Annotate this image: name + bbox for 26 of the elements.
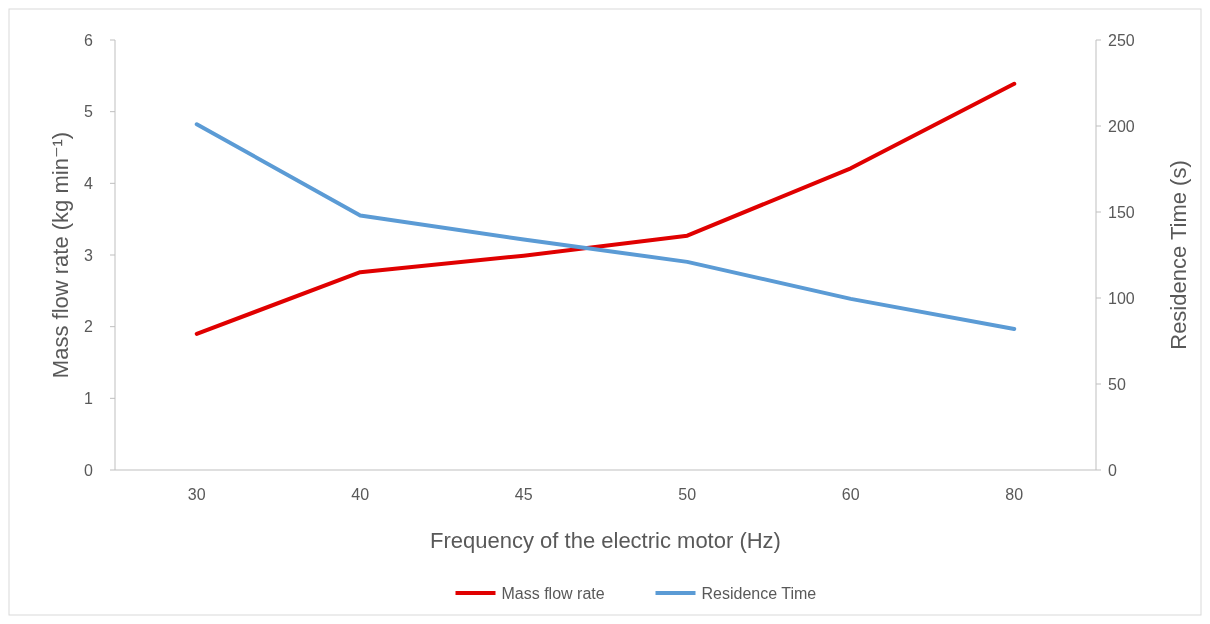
y-axis-title: Mass flow rate (kg min⁻¹) [48, 131, 73, 379]
x-tick-label: 40 [351, 486, 370, 503]
y-tick-label: 5 [84, 103, 94, 121]
x-tick-label: 50 [678, 486, 697, 503]
line-series [194, 122, 1017, 331]
y-tick-label: 3 [84, 246, 94, 264]
y2-tick-label: 0 [1108, 461, 1117, 479]
y2-tick-label: 50 [1108, 375, 1126, 393]
y-tick-label: 6 [84, 31, 94, 49]
line-series [194, 81, 1017, 336]
y2-axis-title: Residence Time (s) [1166, 160, 1191, 350]
y-tick-label: 2 [84, 318, 94, 336]
x-tick-label: 45 [514, 486, 533, 503]
x-tick-label: 30 [187, 486, 206, 503]
y2-tick-label: 100 [1108, 289, 1135, 307]
x-axis-title: Frequency of the electric motor (Hz) [430, 528, 781, 553]
y-tick-label: 4 [84, 174, 94, 192]
x-tick-label: 80 [1005, 486, 1024, 503]
legend-label: Residence Time [701, 584, 817, 602]
y-tick-label: 0 [84, 461, 94, 479]
y2-tick-label: 200 [1108, 117, 1135, 135]
y2-tick-label: 150 [1108, 203, 1135, 221]
legend-label: Mass flow rate [501, 584, 605, 602]
y-tick-label: 1 [84, 389, 94, 407]
y2-tick-label: 250 [1108, 31, 1135, 49]
x-tick-label: 60 [841, 486, 860, 503]
